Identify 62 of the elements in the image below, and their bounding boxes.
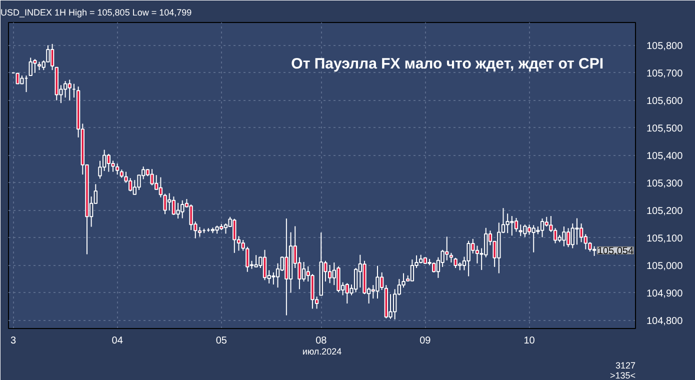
candlestick <box>592 246 596 256</box>
candlestick <box>579 222 584 243</box>
candlestick <box>527 224 532 236</box>
candlestick <box>410 258 414 282</box>
y-tick-label: 104,800 <box>646 316 684 327</box>
candlestick <box>176 202 180 220</box>
y-tick-label: 105,700 <box>646 68 684 80</box>
chart-title: USD_INDEX 1H High = 105,805 Low = 104,799 <box>0 8 192 18</box>
candlestick <box>158 176 163 198</box>
y-tick-label: 105,400 <box>646 150 684 162</box>
y-tick-label: 105,200 <box>646 206 684 217</box>
candlestick <box>224 222 228 234</box>
candlestick <box>514 217 518 232</box>
text: 3127 <box>615 360 636 370</box>
y-tick-label: 104,900 <box>646 288 684 300</box>
candlestick <box>115 163 120 176</box>
candlestick <box>336 266 340 293</box>
y-tick-label: 105,100 <box>646 233 684 244</box>
candlestick <box>150 168 154 186</box>
candlestick <box>380 272 384 291</box>
x-axis-title: июл.2024 <box>302 346 342 356</box>
candlestick <box>575 218 579 246</box>
text: 105,054 <box>597 246 634 257</box>
candlestick <box>466 240 470 277</box>
candlestick <box>68 79 72 101</box>
candlestick <box>449 252 454 264</box>
text: >135< <box>610 370 636 380</box>
candlestick <box>562 226 566 247</box>
text: От Пауэлла FX мало что ждет, ждет от CPI <box>291 56 604 72</box>
x-tick-label: 05 <box>216 336 228 346</box>
candlestick <box>475 245 480 264</box>
candlestick <box>302 261 306 282</box>
candlestick <box>50 43 54 71</box>
x-tick-label: 09 <box>420 336 432 346</box>
y-tick-label: 105,000 <box>646 260 684 272</box>
y-tick-label: 105,600 <box>646 96 684 107</box>
candlestick <box>328 264 332 284</box>
candlestick <box>376 265 380 300</box>
candlestick <box>106 153 111 172</box>
x-tick-label: 10 <box>524 336 536 346</box>
x-tick-label: 3 <box>10 336 16 346</box>
candlestick <box>354 268 358 293</box>
candlestick <box>454 257 458 269</box>
candlestick <box>272 272 276 286</box>
y-tick-label: 105,800 <box>646 40 684 52</box>
candlestick <box>33 58 37 74</box>
candlestick <box>540 218 544 238</box>
x-tick-label: 08 <box>316 336 328 346</box>
candlestick <box>262 249 267 281</box>
candlestick <box>241 239 245 252</box>
candlestick <box>553 228 558 244</box>
candlestick <box>63 80 68 98</box>
candlestick <box>566 228 570 248</box>
candlestick <box>284 218 288 316</box>
candlestick <box>189 204 193 231</box>
candlestick <box>198 226 202 238</box>
y-tick-label: 105,300 <box>646 178 684 190</box>
candlestick <box>246 246 250 272</box>
candlestick <box>172 196 176 216</box>
candlestick <box>163 193 167 215</box>
x-tick-label: 04 <box>112 336 124 346</box>
y-tick-label: 105,500 <box>646 123 684 134</box>
